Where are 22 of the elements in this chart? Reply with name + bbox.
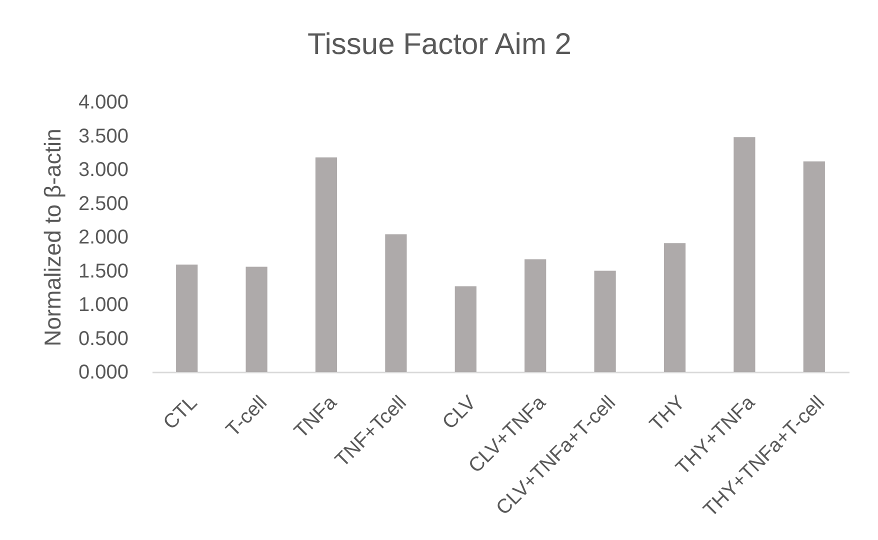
y-tick-label: 2.500 <box>78 192 128 215</box>
bar <box>176 264 198 372</box>
y-tick-label: 1.000 <box>78 294 128 316</box>
bar <box>315 157 338 372</box>
bar <box>246 266 268 372</box>
bar <box>385 234 407 372</box>
bar <box>594 270 616 372</box>
y-tick-label: 3.000 <box>78 159 128 181</box>
bar <box>734 137 756 372</box>
bar <box>803 161 825 372</box>
y-tick-label: 0.000 <box>78 362 128 384</box>
y-tick-label: 3.500 <box>78 125 128 148</box>
y-tick-label: 0.500 <box>78 328 128 350</box>
y-tick-label: 4.000 <box>78 92 128 114</box>
chart-title: Tissue Factor Aim 2 <box>308 28 572 61</box>
y-tick-label: 1.500 <box>78 260 128 282</box>
y-axis-title: Normalized to β-actin <box>39 128 66 346</box>
bar <box>454 286 476 372</box>
bar <box>524 259 546 372</box>
y-tick-label: 2.000 <box>78 226 128 248</box>
bar <box>664 243 686 372</box>
x-tick-label: CTL <box>159 392 202 434</box>
